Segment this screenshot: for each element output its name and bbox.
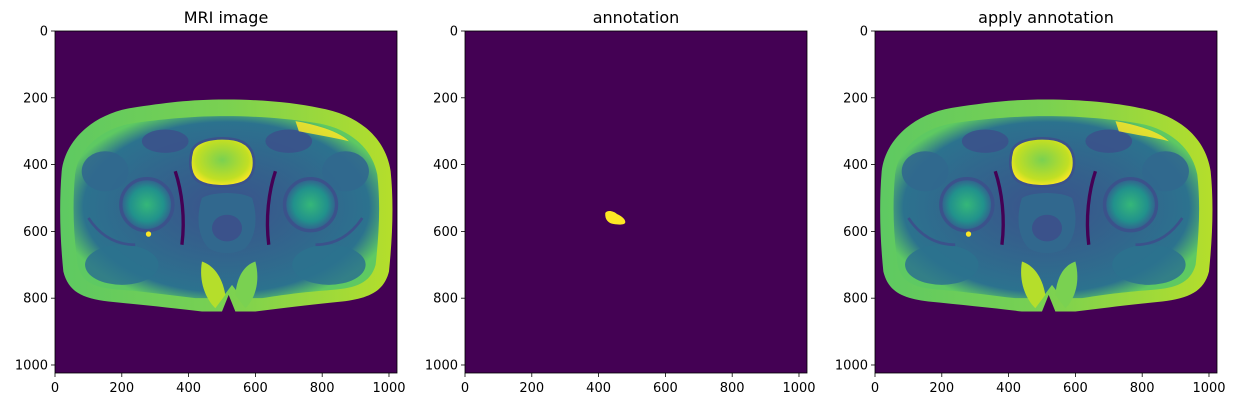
axes-frame xyxy=(874,30,1218,374)
x-tick-label: 0 xyxy=(871,381,879,396)
x-tick-label: 800 xyxy=(310,381,335,396)
y-tick-label: 200 xyxy=(23,91,48,106)
y-tick-label: 200 xyxy=(843,91,868,106)
y-tick-label: 400 xyxy=(23,158,48,173)
y-tick-label: 200 xyxy=(433,91,458,106)
y-tick-label: 600 xyxy=(843,225,868,240)
x-tick-label: 400 xyxy=(586,381,611,396)
y-tick-label: 0 xyxy=(450,25,458,40)
panel-title: apply annotation xyxy=(978,8,1114,27)
y-tick-label: 800 xyxy=(843,292,868,307)
panel-title: annotation xyxy=(593,8,680,27)
y-tick-label: 400 xyxy=(843,158,868,173)
annotation-region xyxy=(605,210,626,225)
x-tick-label: 1000 xyxy=(1192,381,1225,396)
mri-image xyxy=(873,29,1219,375)
x-tick-label: 800 xyxy=(1130,381,1155,396)
x-tick-label: 200 xyxy=(929,381,954,396)
x-tick-label: 0 xyxy=(461,381,469,396)
y-tick-label: 600 xyxy=(433,225,458,240)
x-tick-label: 200 xyxy=(519,381,544,396)
y-tick-label: 800 xyxy=(433,292,458,307)
x-tick-label: 400 xyxy=(996,381,1021,396)
x-tick-label: 600 xyxy=(653,381,678,396)
y-tick-label: 0 xyxy=(40,25,48,40)
y-tick-label: 0 xyxy=(860,25,868,40)
axes-frame xyxy=(54,30,398,374)
x-tick-label: 1000 xyxy=(782,381,815,396)
y-tick-label: 1000 xyxy=(15,358,48,373)
x-tick-label: 0 xyxy=(51,381,59,396)
y-tick-label: 1000 xyxy=(425,358,458,373)
x-tick-label: 600 xyxy=(1063,381,1088,396)
annotation-mask-image xyxy=(465,31,807,373)
x-tick-label: 1000 xyxy=(372,381,405,396)
panel-title: MRI image xyxy=(184,8,269,27)
axes-frame xyxy=(464,30,808,374)
x-tick-label: 200 xyxy=(109,381,134,396)
mri-image xyxy=(53,29,399,375)
x-tick-label: 600 xyxy=(243,381,268,396)
x-tick-label: 400 xyxy=(176,381,201,396)
y-tick-label: 400 xyxy=(433,158,458,173)
y-tick-label: 600 xyxy=(23,225,48,240)
y-tick-label: 1000 xyxy=(835,358,868,373)
x-tick-label: 800 xyxy=(720,381,745,396)
y-tick-label: 800 xyxy=(23,292,48,307)
